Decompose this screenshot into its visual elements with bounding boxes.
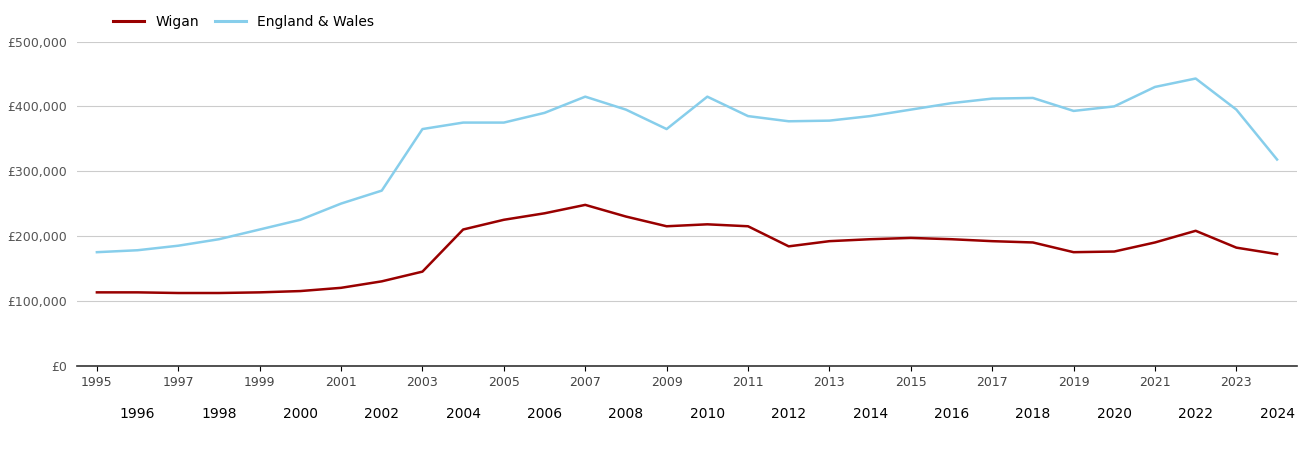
England & Wales xyxy=(1270,157,1285,162)
Wigan xyxy=(536,211,552,216)
Wigan xyxy=(375,279,390,284)
England & Wales xyxy=(1107,104,1122,109)
Wigan xyxy=(740,224,756,229)
England & Wales xyxy=(211,237,227,242)
England & Wales xyxy=(171,243,187,248)
England & Wales xyxy=(903,107,919,112)
England & Wales xyxy=(536,110,552,116)
England & Wales xyxy=(292,217,308,222)
Wigan xyxy=(1107,249,1122,254)
Wigan xyxy=(89,290,104,295)
Wigan xyxy=(699,221,715,227)
Wigan xyxy=(863,237,878,242)
England & Wales xyxy=(740,113,756,119)
Wigan xyxy=(903,235,919,241)
Wigan xyxy=(1024,240,1040,245)
Wigan xyxy=(1147,240,1163,245)
England & Wales xyxy=(89,249,104,255)
Legend: Wigan, England & Wales: Wigan, England & Wales xyxy=(108,9,380,35)
England & Wales xyxy=(780,119,796,124)
Wigan xyxy=(211,290,227,296)
England & Wales xyxy=(1024,95,1040,101)
England & Wales xyxy=(1188,76,1203,81)
Wigan xyxy=(252,290,268,295)
Wigan xyxy=(619,214,634,219)
Wigan xyxy=(780,243,796,249)
England & Wales xyxy=(619,107,634,112)
England & Wales xyxy=(863,113,878,119)
Wigan xyxy=(415,269,431,274)
England & Wales xyxy=(944,100,959,106)
England & Wales xyxy=(1066,108,1082,113)
Wigan xyxy=(1270,252,1285,257)
Wigan xyxy=(333,285,348,291)
England & Wales xyxy=(577,94,592,99)
England & Wales xyxy=(455,120,471,125)
Wigan xyxy=(496,217,512,222)
Wigan xyxy=(822,238,838,244)
Wigan xyxy=(984,238,1000,244)
England & Wales xyxy=(1147,84,1163,90)
England & Wales xyxy=(822,118,838,123)
Wigan xyxy=(1066,249,1082,255)
England & Wales xyxy=(1228,107,1244,112)
Wigan xyxy=(292,288,308,294)
Wigan xyxy=(129,290,145,295)
Line: Wigan: Wigan xyxy=(97,205,1278,293)
England & Wales xyxy=(333,201,348,206)
Wigan xyxy=(944,237,959,242)
England & Wales xyxy=(375,188,390,194)
Wigan xyxy=(577,202,592,207)
Wigan xyxy=(1188,228,1203,234)
England & Wales xyxy=(415,126,431,132)
Wigan xyxy=(1228,245,1244,250)
England & Wales xyxy=(659,126,675,132)
Wigan xyxy=(171,290,187,296)
England & Wales xyxy=(129,248,145,253)
England & Wales xyxy=(699,94,715,99)
England & Wales xyxy=(984,96,1000,101)
Wigan xyxy=(659,224,675,229)
England & Wales xyxy=(252,227,268,232)
Line: England & Wales: England & Wales xyxy=(97,78,1278,252)
Wigan xyxy=(455,227,471,232)
England & Wales xyxy=(496,120,512,125)
